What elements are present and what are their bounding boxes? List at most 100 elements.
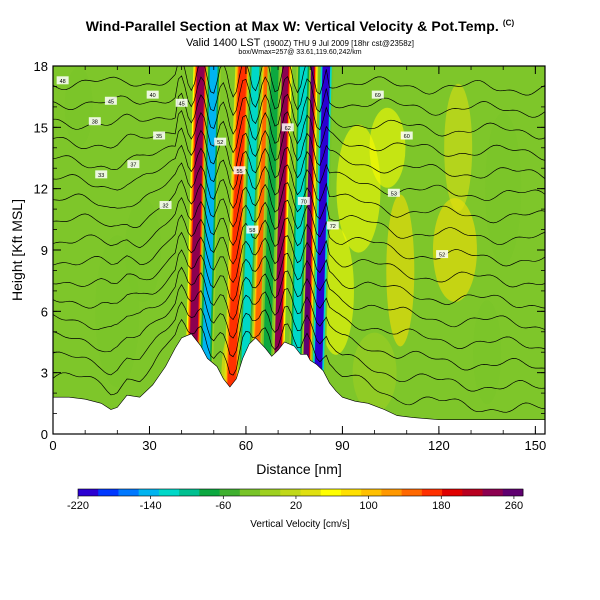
y-tick-label: 18	[34, 59, 48, 74]
theta-contour-13	[53, 110, 545, 161]
field-patch	[432, 198, 477, 302]
colorbar-swatch	[199, 489, 220, 496]
field-patch	[336, 124, 381, 253]
theta-contour-10	[53, 162, 545, 224]
x-tick-label: 120	[428, 438, 450, 453]
field-patch	[485, 112, 522, 265]
contour-label: 35	[153, 131, 166, 140]
colorbar-tick-label: -140	[140, 500, 162, 512]
contour-label: 72	[326, 221, 339, 230]
theta-contour-5	[53, 249, 545, 330]
title-note: (C)	[502, 18, 515, 28]
contour-label: 70	[297, 196, 310, 205]
updraft-band-4	[271, 66, 289, 434]
colorbar-swatch	[381, 489, 403, 496]
contour-label: 52	[214, 137, 227, 146]
colorbar-tick-label: 260	[505, 500, 523, 512]
x-axis-label: Distance [nm]	[256, 461, 342, 477]
downdraft-band-2	[238, 66, 260, 434]
colorbar-swatch	[219, 489, 241, 496]
terrain	[52, 333, 546, 435]
colorbar-tick-label: 180	[432, 500, 450, 512]
x-tick-label: 150	[525, 438, 547, 453]
valid-time: Valid 1400 LST (1900Z) THU 9 Jul 2009 [1…	[186, 37, 414, 49]
colorbar-tick-label: 100	[359, 500, 377, 512]
colorbar-swatch	[280, 489, 301, 496]
contour-label-text: 35	[156, 134, 162, 140]
theta-contour-9	[53, 179, 545, 246]
y-tick-label: 3	[41, 366, 48, 381]
field-patch	[95, 235, 140, 388]
valid-detail: (1900Z) THU 9 Jul 2009 [18hr cst@2358z]	[263, 39, 414, 48]
colorbar-swatch	[401, 489, 423, 496]
y-tick-label: 12	[34, 182, 48, 197]
colorbar-swatch	[340, 489, 362, 496]
theta-contour-8	[53, 196, 545, 267]
colorbar-label: Vertical Velocity [cm/s]	[250, 519, 350, 530]
x-axis: 0 30 60 90 120 150	[49, 66, 546, 453]
downdraft-band-5	[312, 66, 331, 434]
contour-label-text: 72	[330, 224, 336, 230]
contour-label: 45	[104, 96, 117, 105]
y-tick-label: 9	[41, 243, 48, 258]
contour-label-text: 55	[236, 169, 242, 175]
contour-labels: 48 45 38 40 37 35 33 32 45 52 55 58 62 70 72 69 60 53 52	[56, 76, 449, 259]
contour-label-text: 45	[179, 101, 185, 107]
colorbar-swatch	[158, 489, 180, 496]
theta-contour-11	[53, 144, 545, 202]
colorbar-tick-label: 20	[290, 500, 302, 512]
colorbar-swatch	[361, 489, 382, 496]
contour-label: 45	[175, 98, 188, 107]
colorbar: -220 -140 -60 20 100 180 260	[67, 488, 524, 512]
y-tick-label: 15	[34, 120, 48, 135]
theta-contour-3	[53, 284, 545, 371]
contour-label: 60	[400, 131, 413, 140]
theta-contour-16	[53, 66, 545, 98]
colorbar-swatch	[300, 489, 322, 496]
contour-label-text: 62	[285, 126, 291, 132]
contour-label-text: 32	[162, 204, 168, 210]
contour-label: 53	[387, 188, 400, 197]
y-axis-label: Height [Kft MSL]	[9, 199, 25, 301]
y-tick-label: 0	[41, 427, 48, 442]
colorbar-swatch	[442, 489, 463, 496]
contour-label: 69	[371, 90, 384, 99]
y-tick-label: 6	[41, 304, 48, 319]
field-patch	[369, 107, 406, 188]
contour-label-text: 53	[391, 191, 397, 197]
colorbar-swatch	[138, 489, 160, 496]
chart-subtitle: box/Wmax=257@ 33.61,119.60,242/km	[238, 49, 362, 56]
x-tick-label: 0	[49, 438, 56, 453]
theta-contours	[53, 66, 545, 413]
contour-label-text: 48	[60, 79, 66, 85]
theta-contour-4	[53, 266, 545, 350]
theta-contour-1	[53, 318, 545, 413]
colorbar-swatch	[502, 489, 524, 496]
contour-label-text: 52	[439, 253, 445, 259]
colorbar-frame	[77, 488, 524, 497]
theta-contour-6	[53, 231, 545, 309]
contour-label-text: 40	[150, 93, 156, 99]
contour-label: 32	[159, 201, 172, 210]
field-patch	[444, 83, 473, 212]
x-tick-label: 60	[239, 438, 253, 453]
theta-contour-7	[53, 214, 545, 288]
colorbar-swatch	[98, 489, 119, 496]
x-tick-label: 30	[142, 438, 156, 453]
contour-label-text: 70	[301, 199, 307, 205]
colorbar-swatch	[78, 489, 99, 496]
colorbar-swatch	[462, 489, 483, 496]
downdraft-band-1	[200, 66, 218, 434]
colorbar-tick-label: -220	[67, 500, 89, 512]
contour-label: 33	[95, 170, 108, 179]
colorbar-swatch	[239, 489, 261, 496]
contour-label-text: 37	[130, 163, 136, 169]
contour-label-text: 69	[375, 93, 381, 99]
contour-label: 58	[246, 225, 259, 234]
theta-contour-14	[53, 92, 545, 140]
colorbar-swatch	[320, 489, 342, 496]
colorbar-swatch	[421, 489, 443, 496]
contour-label-text: 38	[92, 120, 98, 126]
contour-label: 52	[436, 250, 449, 259]
